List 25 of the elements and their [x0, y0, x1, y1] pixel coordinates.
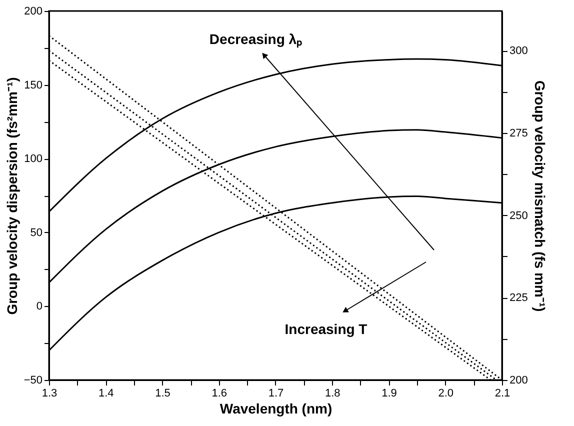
x-tick-label: 1.3: [42, 388, 58, 400]
y2-tick-label: 300: [510, 45, 528, 58]
y-tick-label: 100: [24, 153, 42, 166]
x-tick-label: 1.9: [382, 388, 397, 400]
x-tick-label: 2.0: [438, 388, 454, 400]
y-axis-title: Group velocity dispersion (fs²mm⁻¹): [4, 77, 20, 315]
y-tick-label: 0: [36, 300, 42, 313]
x-tick-label: 2.1: [494, 388, 510, 400]
y-tick-label: −50: [24, 374, 42, 386]
y2-axis-title: Group velocity mismatch (fs mm⁻¹): [532, 80, 548, 312]
y-tick-label: 50: [30, 226, 42, 239]
y-tick-label: 150: [24, 79, 42, 92]
x-axis-title: Wavelength (nm): [220, 400, 332, 416]
annotation: Decreasing λₚ: [209, 31, 303, 48]
annotation: Increasing T: [284, 321, 368, 337]
y2-tick-label: 275: [510, 127, 528, 140]
y2-tick-label: 200: [510, 374, 528, 386]
x-tick-label: 1.8: [324, 388, 340, 400]
x-tick-label: 1.5: [155, 388, 170, 400]
y2-tick-label: 225: [510, 292, 528, 304]
x-tick-label: 1.6: [212, 388, 228, 400]
y-tick-label: 200: [24, 6, 42, 18]
y2-tick-label: 250: [510, 210, 528, 222]
x-tick-label: 1.7: [268, 388, 284, 400]
x-tick-label: 1.4: [98, 388, 114, 400]
